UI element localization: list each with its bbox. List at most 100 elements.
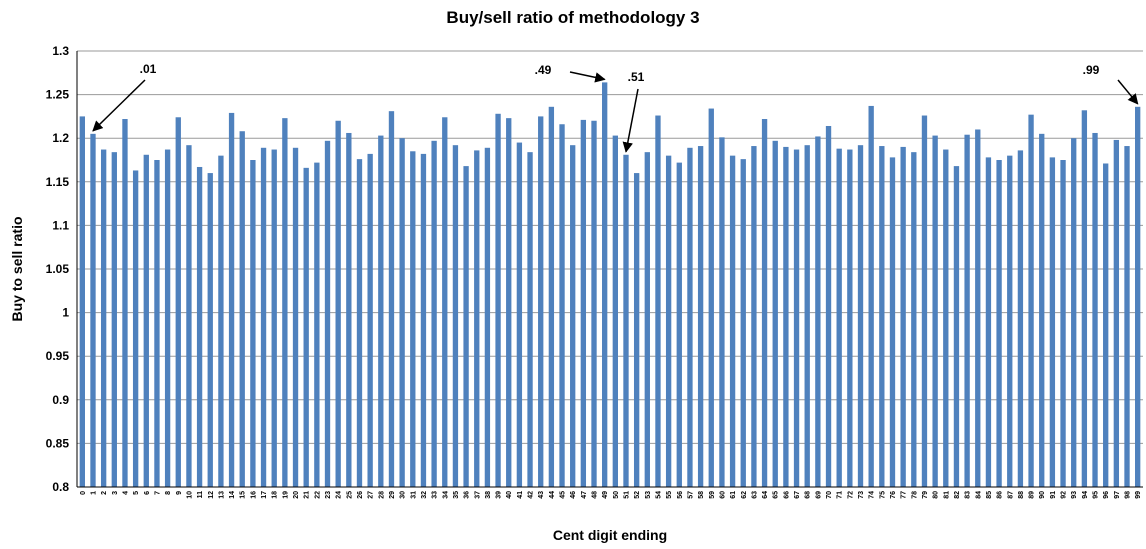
bar <box>474 150 480 487</box>
bar <box>559 124 565 488</box>
x-tick-label: 11 <box>197 491 204 499</box>
bar <box>633 173 640 487</box>
x-tick-label: 97 <box>1114 491 1121 499</box>
bar <box>825 125 832 487</box>
bar <box>793 149 800 487</box>
x-tick-label: 99 <box>1135 491 1142 499</box>
x-tick-label: 65 <box>773 491 780 499</box>
x-tick-label: 73 <box>858 491 865 499</box>
x-tick-label: 23 <box>325 491 332 499</box>
x-tick-label: 52 <box>634 491 641 499</box>
bar <box>388 111 395 487</box>
bar <box>943 149 949 487</box>
bar <box>1039 133 1045 487</box>
x-tick-label: 6 <box>144 491 151 495</box>
bar <box>452 145 459 487</box>
x-tick-label: 54 <box>655 491 662 499</box>
x-tick-label: 5 <box>133 491 140 495</box>
x-tick-label: 7 <box>154 491 161 495</box>
x-tick-label: 64 <box>762 491 769 499</box>
x-tick-label: 50 <box>613 491 620 499</box>
annotation-label: .51 <box>628 70 645 84</box>
x-tick-label: 47 <box>581 491 588 499</box>
bar <box>314 162 320 487</box>
x-tick-label: 62 <box>741 491 748 499</box>
annotations: .01 .49 .51 .99 <box>92 62 1139 153</box>
x-tick-label: 51 <box>623 491 630 499</box>
y-tick-label: 1.05 <box>46 262 70 276</box>
gridlines <box>77 50 1143 488</box>
bar <box>985 157 992 487</box>
x-tick-label: 56 <box>677 491 684 499</box>
x-tick-label: 21 <box>304 491 311 499</box>
x-tick-label: 19 <box>282 491 289 499</box>
bar <box>356 159 363 488</box>
y-tick-label: 0.8 <box>52 480 69 494</box>
annotation-arrow <box>1117 79 1139 105</box>
bar <box>1017 150 1024 487</box>
x-tick-label: 67 <box>794 491 801 499</box>
bar <box>1007 155 1013 487</box>
bar <box>346 132 352 487</box>
x-tick-label: 38 <box>485 491 492 499</box>
bar <box>548 106 555 488</box>
bar <box>708 108 714 487</box>
y-tick-label: 0.85 <box>46 436 70 450</box>
x-tick-label: 24 <box>336 491 343 499</box>
x-tick-label: 88 <box>1018 491 1025 499</box>
annotation-arrow <box>622 88 639 153</box>
annotation-label: .99 <box>1083 63 1100 77</box>
x-tick-label: 82 <box>954 491 961 499</box>
x-tick-label: 9 <box>176 491 183 495</box>
bar <box>591 120 597 487</box>
x-tick-label: 66 <box>783 491 790 499</box>
x-tick-label: 96 <box>1103 491 1110 499</box>
x-tick-label: 94 <box>1082 491 1089 499</box>
x-axis-title: Cent digit ending <box>553 527 667 543</box>
x-tick-label: 32 <box>421 491 428 499</box>
bar <box>506 118 512 488</box>
x-tick-label: 93 <box>1071 491 1078 499</box>
bar <box>772 140 778 488</box>
bar <box>420 153 427 487</box>
x-tick-label: 84 <box>975 491 982 499</box>
x-tick-label: 43 <box>538 491 545 499</box>
bar <box>122 119 128 488</box>
x-tick-label: 4 <box>122 491 129 495</box>
x-tick-label: 85 <box>986 491 993 499</box>
y-tick-label: 1.1 <box>52 218 69 232</box>
x-tick-label: 16 <box>250 491 257 499</box>
bar <box>1124 146 1130 487</box>
bar <box>367 153 373 487</box>
bar <box>239 131 245 487</box>
x-tick-label: 70 <box>826 491 833 499</box>
bar <box>260 147 267 488</box>
bar <box>761 119 768 488</box>
bar-series <box>79 82 1141 488</box>
y-tick-label: 0.95 <box>46 349 70 363</box>
bar <box>676 162 682 487</box>
bar <box>90 133 96 487</box>
bar <box>857 145 864 487</box>
x-tick-label: 18 <box>272 491 279 499</box>
bar <box>442 117 448 487</box>
x-tick-label: 49 <box>602 491 609 499</box>
bar <box>1092 132 1098 487</box>
x-tick-label: 58 <box>698 491 705 499</box>
bar <box>111 152 117 488</box>
bar <box>164 149 171 487</box>
x-tick-label: 41 <box>517 491 524 499</box>
x-tick-label: 75 <box>879 491 886 499</box>
x-tick-label: 45 <box>560 491 567 499</box>
bar <box>218 155 224 487</box>
bar <box>1081 110 1088 488</box>
x-tick-label: 86 <box>997 491 1004 499</box>
x-tick-label: 34 <box>442 491 449 499</box>
bar <box>495 113 501 487</box>
bar <box>196 166 203 487</box>
x-tick-label: 33 <box>432 491 439 499</box>
bar <box>292 147 299 488</box>
bar <box>1113 139 1120 487</box>
x-tick-label: 76 <box>890 491 897 499</box>
